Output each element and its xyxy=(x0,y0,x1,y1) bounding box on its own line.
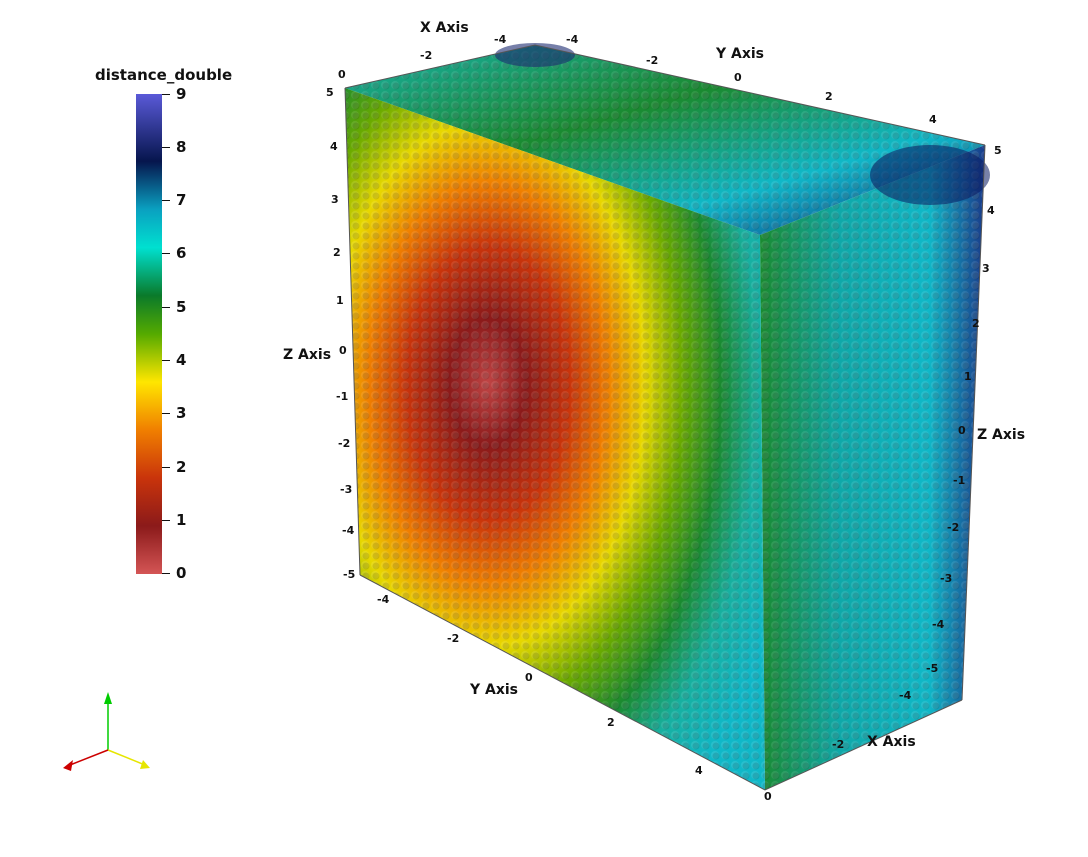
tick-label: 0 xyxy=(338,68,346,81)
tick-label: -3 xyxy=(940,572,953,585)
colorbar-tick xyxy=(162,147,170,148)
tick-label: -2 xyxy=(338,437,351,450)
tick-label: 0 xyxy=(764,790,772,803)
colorbar-tick xyxy=(162,467,170,468)
colorbar-label: 1 xyxy=(176,511,187,529)
tick-label: -4 xyxy=(932,618,945,631)
tick-label: 0 xyxy=(734,71,742,84)
orientation-axes-icon xyxy=(63,692,150,771)
tick-label: 4 xyxy=(330,140,338,153)
tick-label: 4 xyxy=(987,204,995,217)
tick-label: 0 xyxy=(525,671,533,684)
tick-label: -5 xyxy=(343,568,356,581)
tick-label: 3 xyxy=(331,193,339,206)
colorbar-label: 6 xyxy=(176,244,187,262)
tick-label: -2 xyxy=(646,54,659,67)
y-axis-title-top: Y Axis xyxy=(716,46,765,62)
colorbar-label: 2 xyxy=(176,458,187,476)
colorbar-tick xyxy=(162,307,170,308)
tick-label: 4 xyxy=(695,764,703,777)
tick-label: -3 xyxy=(340,483,353,496)
tick-label: 0 xyxy=(958,424,966,437)
colorbar-label: 5 xyxy=(176,298,187,316)
colorbar-title: distance_double xyxy=(95,66,233,84)
tick-label: -1 xyxy=(336,390,349,403)
colorbar-tick xyxy=(162,360,170,361)
colorbar-tick xyxy=(162,520,170,521)
tick-label: -4 xyxy=(566,33,579,46)
tick-label: -2 xyxy=(420,49,433,62)
tick-label: 5 xyxy=(994,144,1002,157)
colorbar-label: 3 xyxy=(176,404,187,422)
tick-label: 2 xyxy=(825,90,833,103)
tick-label: 1 xyxy=(964,370,972,383)
tick-label: -4 xyxy=(899,689,912,702)
tick-label: 5 xyxy=(326,86,334,99)
tick-label: 3 xyxy=(982,262,990,275)
colorbar-label: 9 xyxy=(176,85,187,103)
tick-label: 1 xyxy=(336,294,344,307)
z-axis-title-left: Z Axis xyxy=(283,347,332,363)
tick-label: -2 xyxy=(832,738,845,751)
colorbar-label: 0 xyxy=(176,564,187,582)
colorbar-tick xyxy=(162,200,170,201)
tick-label: 2 xyxy=(333,246,341,259)
tick-label: 0 xyxy=(339,344,347,357)
colorbar-label: 4 xyxy=(176,351,187,369)
tick-label: -1 xyxy=(953,474,966,487)
colorbar-label: 8 xyxy=(176,138,187,156)
tick-label: -4 xyxy=(377,593,390,606)
x-axis-title-bottom: X Axis xyxy=(867,734,916,750)
z-axis-title-right: Z Axis xyxy=(977,427,1026,443)
tick-label: 2 xyxy=(607,716,615,729)
colorbar-tick xyxy=(162,573,170,574)
tick-label: -4 xyxy=(494,33,507,46)
tick-label: 2 xyxy=(972,317,980,330)
colorbar-label: 7 xyxy=(176,191,187,209)
tick-label: -4 xyxy=(342,524,355,537)
colorbar-tick xyxy=(162,94,170,95)
colorbar xyxy=(136,94,162,574)
tick-label: -5 xyxy=(926,662,939,675)
colorbar-tick xyxy=(162,413,170,414)
x-axis-title-top: X Axis xyxy=(420,20,469,36)
tick-label: -2 xyxy=(447,632,460,645)
tick-label: -2 xyxy=(947,521,960,534)
colorbar-tick xyxy=(162,253,170,254)
y-axis-title-bottom: Y Axis xyxy=(470,682,519,698)
tick-label: 4 xyxy=(929,113,937,126)
